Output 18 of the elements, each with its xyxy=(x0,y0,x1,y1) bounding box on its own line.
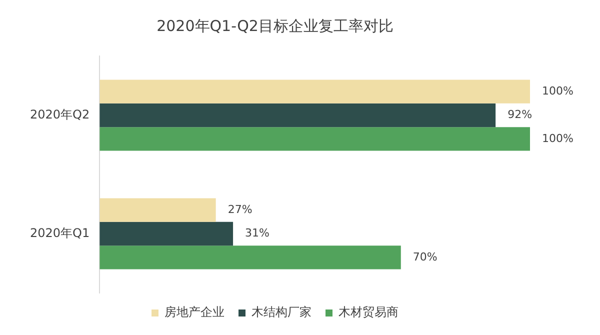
y-tick-label: 2020年Q1 xyxy=(30,226,90,240)
bar xyxy=(100,198,216,222)
legend-label: 木结构厂家 xyxy=(252,305,312,320)
data-label: 31% xyxy=(245,226,270,240)
data-label: 27% xyxy=(228,202,252,216)
bar xyxy=(100,222,234,246)
data-label: 92% xyxy=(508,108,532,122)
bar xyxy=(100,80,530,104)
bar xyxy=(100,127,530,151)
bar xyxy=(100,103,496,128)
legend-label: 木材贸易商 xyxy=(338,305,398,320)
bar xyxy=(100,246,401,270)
chart-title: 2020年Q1-Q2目标企业复工率对比 xyxy=(156,16,394,35)
data-label: 100% xyxy=(542,84,574,98)
data-label: 70% xyxy=(412,250,438,264)
data-label: 100% xyxy=(542,132,574,145)
legend-label: 房地产企业 xyxy=(164,305,224,320)
y-tick-label: 2020年Q2 xyxy=(30,107,90,122)
